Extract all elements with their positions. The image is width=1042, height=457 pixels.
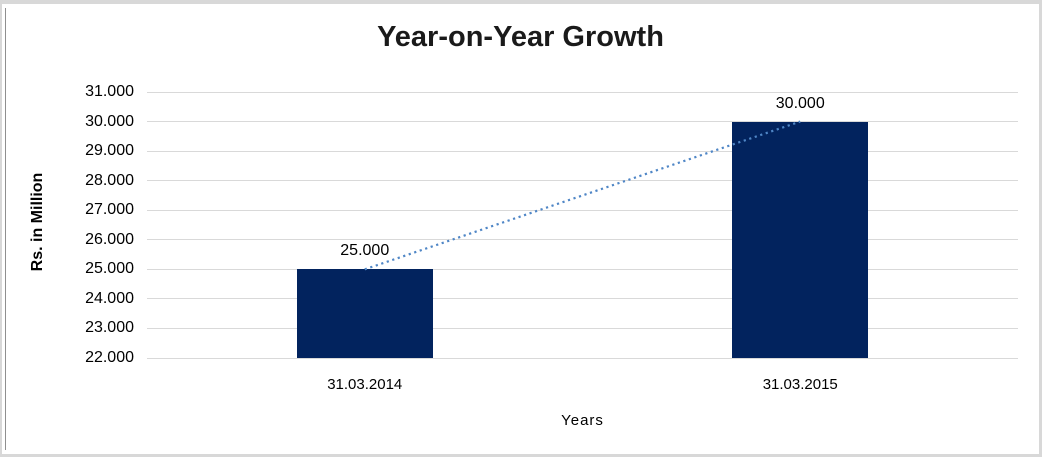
y-gridline	[147, 150, 1018, 152]
y-gridline	[147, 327, 1018, 329]
bar	[296, 269, 433, 358]
y-gridline	[147, 180, 1018, 182]
y-tick-label: 26.000	[85, 230, 134, 248]
y-tick-label: 22.000	[85, 349, 134, 366]
chart-title: Year-on-Year Growth	[377, 21, 664, 53]
y-gridline	[147, 91, 1018, 93]
y-tick-label: 24.000	[85, 289, 134, 307]
bar-data-label: 25.000	[340, 242, 390, 260]
y-gridline	[147, 121, 1018, 123]
y-gridline	[147, 268, 1018, 270]
y-axis-title: Rs. in Million	[29, 172, 46, 272]
x-axis-title: Years	[561, 412, 604, 429]
y-tick-label: 29.000	[85, 142, 134, 160]
bar	[732, 121, 869, 358]
window-left-border	[5, 8, 6, 450]
y-tick-label: 27.000	[85, 201, 134, 219]
bar-data-label: 30.000	[775, 94, 825, 112]
x-tick-label: 31.03.2014	[327, 376, 403, 393]
y-tick-label: 28.000	[85, 171, 134, 189]
y-tick-label: 25.000	[85, 260, 134, 278]
plot-area	[147, 91, 1018, 359]
y-gridline	[147, 209, 1018, 211]
y-tick-label: 23.000	[85, 319, 134, 337]
y-gridline	[147, 298, 1018, 300]
x-tick-label: 31.03.2015	[762, 376, 838, 393]
y-tick-label: 30.000	[85, 112, 134, 130]
y-gridline	[147, 239, 1018, 241]
y-tick-label: 31.000	[85, 83, 134, 100]
y-gridline	[147, 357, 1018, 359]
